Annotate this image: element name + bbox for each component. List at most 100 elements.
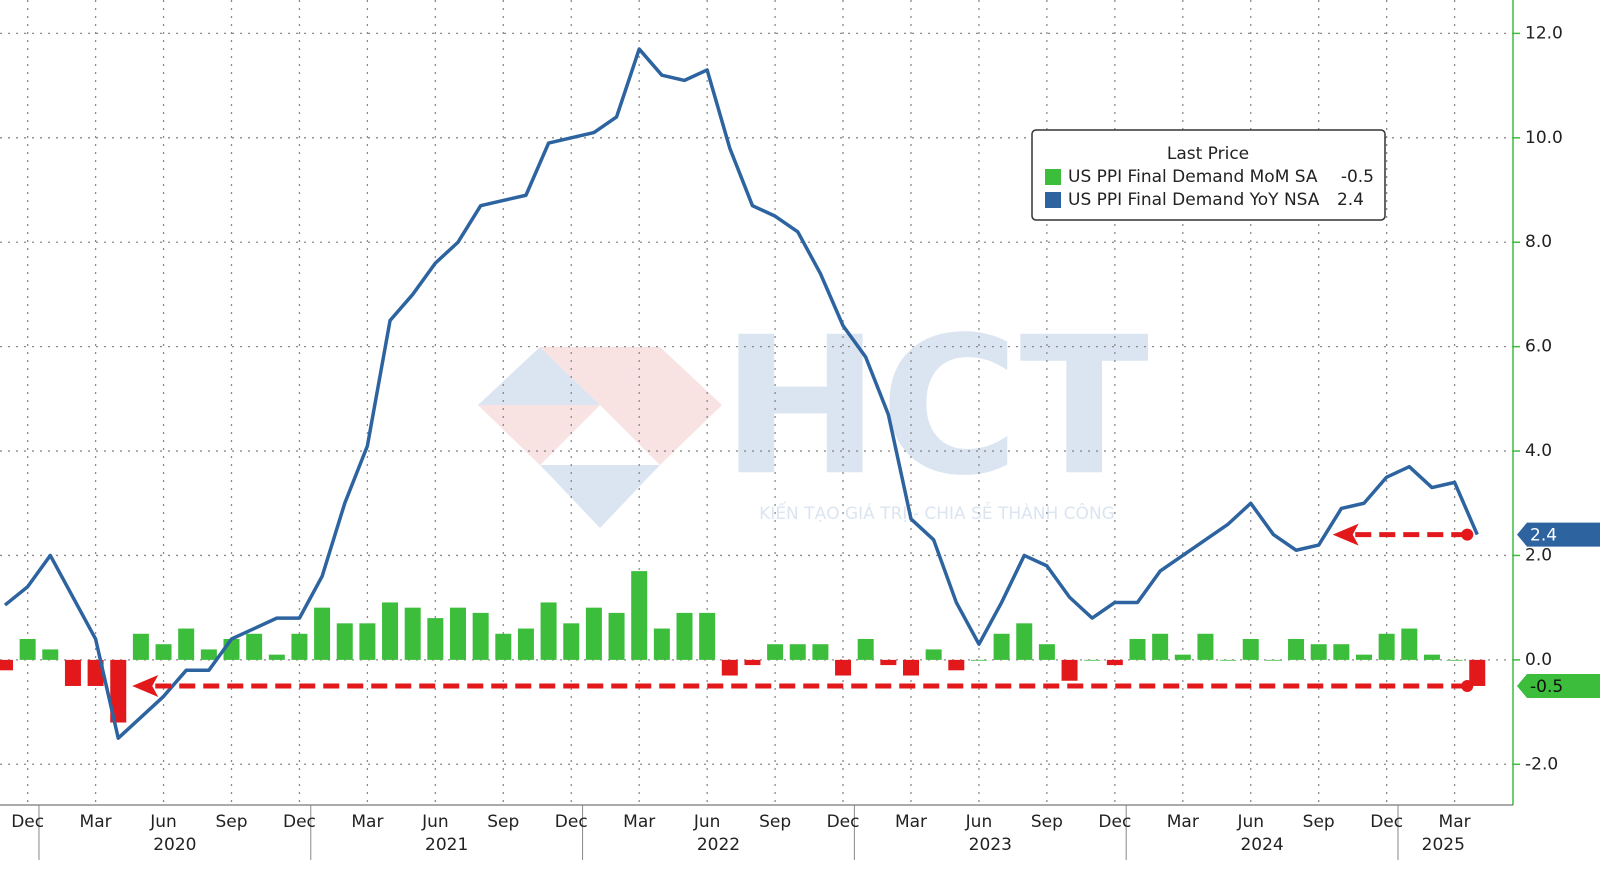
bar — [1152, 633, 1169, 660]
watermark-logo: HCT — [721, 296, 1149, 517]
bar — [925, 649, 942, 660]
bar — [676, 612, 693, 660]
x-tick-label: Dec — [1370, 812, 1403, 832]
logo-shape — [540, 465, 660, 528]
bar — [450, 607, 466, 660]
y-tick-label: 0.0 — [1525, 650, 1552, 670]
last-value-label: 2.4 — [1530, 526, 1557, 546]
bar — [1106, 659, 1123, 666]
bar — [993, 633, 1010, 660]
bar — [495, 633, 512, 660]
bar — [653, 628, 670, 660]
x-tick-label: Dec — [283, 812, 316, 832]
annotation-dot — [1461, 679, 1474, 692]
bar — [42, 649, 59, 660]
x-tick-label: Dec — [1098, 812, 1131, 832]
bar — [1288, 638, 1305, 660]
bar — [1197, 633, 1214, 660]
bar — [585, 607, 602, 660]
bar — [835, 659, 852, 676]
bar — [178, 628, 195, 660]
bar — [64, 659, 81, 686]
watermark: HCT KIẾN TẠO GIÁ TRỊ - CHIA SẺ THÀNH CÔN… — [478, 296, 1149, 528]
y-tick-label: -2.0 — [1525, 754, 1558, 774]
x-group-label: 2025 — [1422, 835, 1465, 855]
bar — [110, 659, 127, 723]
bar — [970, 659, 987, 661]
legend-label: US PPI Final Demand MoM SA — [1068, 167, 1318, 187]
x-tick-label: Jun — [965, 812, 993, 832]
x-group-label: 2024 — [1240, 835, 1283, 855]
bar — [699, 612, 716, 660]
bar — [1423, 654, 1440, 660]
bar — [631, 571, 648, 660]
bar — [880, 659, 897, 666]
x-tick-label: Mar — [623, 812, 655, 832]
x-tick-label: Jun — [149, 812, 177, 832]
bar — [1356, 654, 1372, 660]
legend-title: Last Price — [1167, 144, 1249, 164]
y-tick-label: 4.0 — [1525, 441, 1552, 461]
x-tick-label: Dec — [555, 812, 588, 832]
bar — [1401, 628, 1418, 660]
bar — [789, 644, 806, 660]
y-tick-label: 10.0 — [1525, 128, 1563, 148]
legend-swatch — [1045, 192, 1061, 208]
bar — [132, 633, 149, 660]
bar — [1265, 659, 1282, 661]
x-tick-label: Sep — [487, 812, 519, 832]
x-group-label: 2020 — [153, 835, 196, 855]
x-tick-label: Sep — [759, 812, 791, 832]
bar — [1378, 633, 1395, 660]
x-tick-label: Mar — [895, 812, 927, 832]
bar — [517, 628, 534, 660]
logo-shape — [540, 347, 660, 405]
legend-box — [1031, 129, 1386, 221]
x-tick-label: Jun — [693, 812, 721, 832]
y-tick-label: 6.0 — [1525, 337, 1552, 357]
bar — [1084, 659, 1101, 661]
bar — [1469, 659, 1486, 686]
last-value-badge — [1517, 673, 1600, 698]
bar — [1174, 654, 1191, 660]
bar — [427, 618, 444, 660]
x-tick-label: Mar — [1167, 812, 1199, 832]
bar — [382, 602, 399, 660]
bar — [1446, 659, 1463, 661]
x-tick-label: Sep — [215, 812, 247, 832]
legend-swatch — [1045, 169, 1061, 185]
x-tick-label: Jun — [421, 812, 449, 832]
bar — [1242, 638, 1259, 660]
bar — [1038, 644, 1055, 660]
bar — [767, 644, 784, 660]
bar — [608, 612, 625, 660]
bar — [155, 644, 172, 660]
bar — [948, 659, 965, 671]
x-tick-label: Mar — [1439, 812, 1471, 832]
legend-value: 2.4 — [1337, 190, 1364, 210]
last-value-badge — [1517, 522, 1600, 547]
y-tick-label: 12.0 — [1525, 23, 1563, 43]
last-value-label: -0.5 — [1530, 677, 1563, 697]
x-tick-label: Sep — [1303, 812, 1335, 832]
bar — [812, 644, 829, 660]
y-tick-label: 2.0 — [1525, 545, 1552, 565]
x-tick-label: Dec — [827, 812, 860, 832]
bar — [359, 623, 376, 660]
watermark-tagline: KIẾN TẠO GIÁ TRỊ - CHIA SẺ THÀNH CÔNG — [759, 500, 1115, 524]
legend-value: -0.5 — [1341, 167, 1374, 187]
x-tick-label: Mar — [351, 812, 383, 832]
bar — [1333, 644, 1350, 660]
x-group-label: 2023 — [969, 835, 1012, 855]
legend-label: US PPI Final Demand YoY NSA — [1068, 190, 1320, 210]
bar — [1310, 644, 1327, 660]
bar — [0, 659, 13, 671]
bar — [721, 659, 738, 676]
bar — [1016, 623, 1033, 660]
bar — [87, 659, 104, 686]
y-tick-label: 8.0 — [1525, 232, 1552, 252]
line — [3, 47, 1479, 740]
bar — [1129, 638, 1146, 660]
bar — [472, 612, 489, 660]
